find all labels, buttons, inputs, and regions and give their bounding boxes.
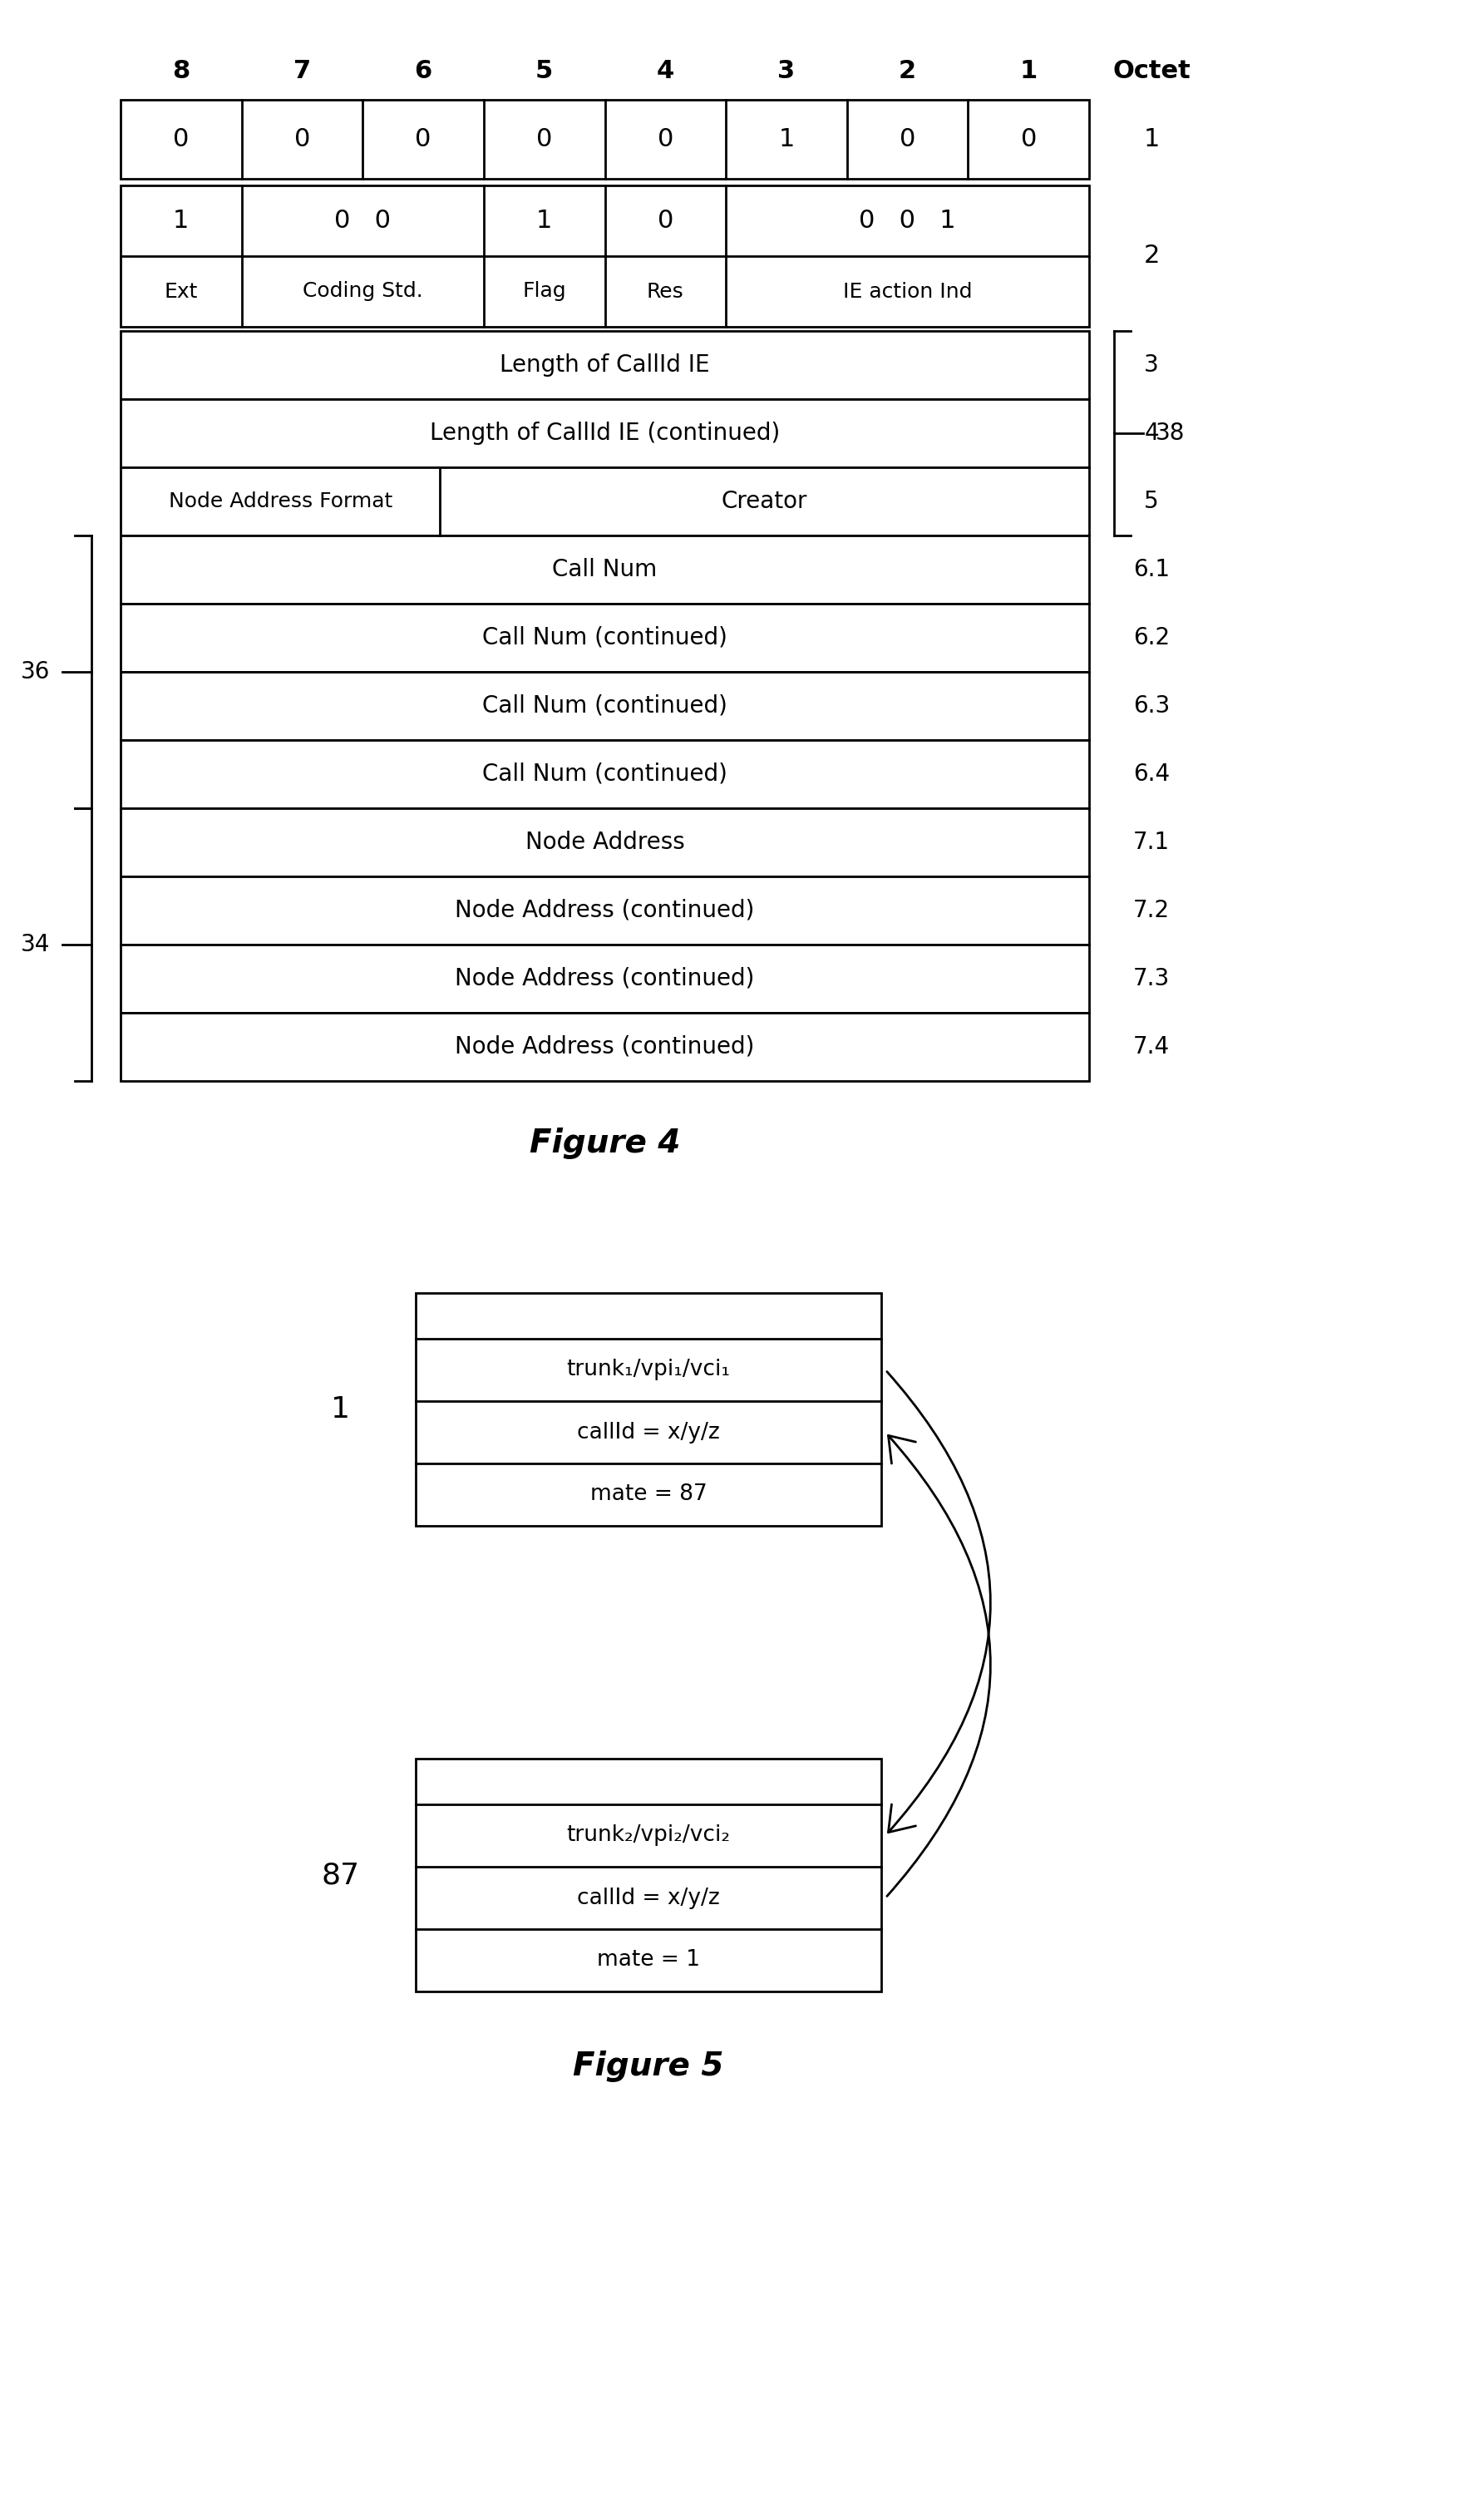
Text: 1: 1	[536, 208, 552, 233]
Text: Node Address: Node Address	[525, 830, 684, 855]
Text: 36: 36	[21, 659, 50, 684]
Text: 3: 3	[778, 58, 795, 83]
Text: 1: 1	[1020, 58, 1037, 83]
Text: 38: 38	[1156, 421, 1186, 444]
Bar	[416, 1294, 881, 1527]
Bar	[120, 186, 1089, 326]
Text: trunk₂/vpi₂/vci₂: trunk₂/vpi₂/vci₂	[567, 1825, 730, 1845]
Text: 5: 5	[1144, 489, 1159, 514]
Text: Node Address Format: Node Address Format	[169, 491, 392, 511]
Text: 0: 0	[1021, 128, 1037, 150]
Bar	[120, 536, 1089, 604]
Text: 5: 5	[536, 58, 554, 83]
Bar	[120, 466, 1089, 536]
Text: 6.2: 6.2	[1134, 627, 1169, 649]
Text: Node Address (continued): Node Address (continued)	[456, 1035, 755, 1058]
Text: Length of CallId IE: Length of CallId IE	[500, 353, 709, 376]
Text: 6.4: 6.4	[1134, 762, 1169, 785]
Text: Call Num (continued): Call Num (continued)	[482, 762, 727, 785]
Text: 7.3: 7.3	[1134, 968, 1169, 990]
Bar	[416, 1757, 881, 1991]
FancyArrowPatch shape	[887, 1437, 990, 1895]
Text: 6: 6	[414, 58, 432, 83]
Text: Octet: Octet	[1113, 58, 1190, 83]
Text: Call Num: Call Num	[552, 559, 657, 582]
Text: 7.4: 7.4	[1134, 1035, 1169, 1058]
Text: callId = x/y/z: callId = x/y/z	[577, 1421, 720, 1444]
Text: 2: 2	[1143, 243, 1159, 268]
Text: 0: 0	[416, 128, 432, 150]
Text: 1: 1	[779, 128, 794, 150]
Bar	[120, 604, 1089, 672]
Text: 0: 0	[174, 128, 188, 150]
Text: 0   0   1: 0 0 1	[859, 208, 956, 233]
Text: Figure 5: Figure 5	[573, 2051, 724, 2083]
Text: 7.1: 7.1	[1134, 830, 1169, 855]
Text: 3: 3	[1144, 353, 1159, 376]
Text: 8: 8	[172, 58, 190, 83]
Text: IE action Ind: IE action Ind	[843, 281, 972, 301]
Text: 0: 0	[657, 208, 674, 233]
Text: 2: 2	[899, 58, 916, 83]
Bar	[120, 877, 1089, 945]
Bar	[120, 100, 1089, 178]
Text: trunk₁/vpi₁/vci₁: trunk₁/vpi₁/vci₁	[567, 1359, 730, 1381]
Text: 1: 1	[331, 1396, 350, 1424]
Text: 7: 7	[294, 58, 312, 83]
Text: 0: 0	[657, 128, 674, 150]
Text: Creator: Creator	[721, 489, 807, 514]
Bar	[120, 672, 1089, 740]
Text: Length of CallId IE (continued): Length of CallId IE (continued)	[430, 421, 781, 444]
Text: Call Num (continued): Call Num (continued)	[482, 627, 727, 649]
Text: Flag: Flag	[522, 281, 567, 301]
Text: Node Address (continued): Node Address (continued)	[456, 968, 755, 990]
Text: 0: 0	[294, 128, 310, 150]
FancyArrowPatch shape	[887, 1371, 990, 1833]
Text: 6.3: 6.3	[1134, 694, 1169, 717]
Text: 1: 1	[174, 208, 188, 233]
Text: 7.2: 7.2	[1134, 900, 1169, 923]
Text: mate = 87: mate = 87	[591, 1484, 706, 1504]
Text: Ext: Ext	[165, 281, 197, 301]
Text: mate = 1: mate = 1	[597, 1950, 700, 1971]
Bar	[120, 807, 1089, 877]
Text: 0: 0	[536, 128, 552, 150]
Text: 87: 87	[322, 1860, 361, 1890]
Text: 34: 34	[21, 933, 50, 955]
Text: Figure 4: Figure 4	[530, 1128, 680, 1158]
Text: Res: Res	[647, 281, 684, 301]
Bar	[120, 740, 1089, 807]
Text: Node Address (continued): Node Address (continued)	[456, 900, 755, 923]
Text: 4: 4	[656, 58, 674, 83]
Bar	[120, 331, 1089, 399]
Text: 1: 1	[1143, 128, 1159, 150]
Text: 0   0: 0 0	[334, 208, 390, 233]
Text: 6.1: 6.1	[1134, 559, 1169, 582]
Text: Coding Std.: Coding Std.	[303, 281, 423, 301]
Text: 0: 0	[899, 128, 916, 150]
Text: Call Num (continued): Call Num (continued)	[482, 694, 727, 717]
Text: callId = x/y/z: callId = x/y/z	[577, 1888, 720, 1908]
Bar	[120, 945, 1089, 1013]
Text: 4: 4	[1144, 421, 1159, 444]
Bar	[120, 399, 1089, 466]
Bar	[120, 1013, 1089, 1081]
